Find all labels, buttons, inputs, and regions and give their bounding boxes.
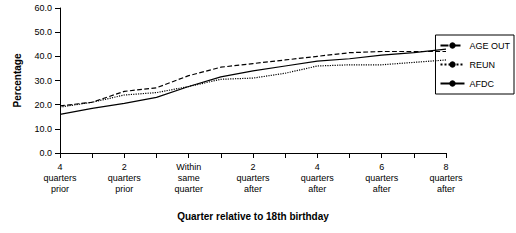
svg-text:8: 8 [443, 162, 448, 172]
svg-text:20.0: 20.0 [34, 100, 52, 110]
svg-text:after: after [244, 184, 262, 194]
svg-text:after: after [373, 184, 391, 194]
svg-text:REUN: REUN [469, 60, 495, 70]
svg-text:10.0: 10.0 [34, 124, 52, 134]
svg-text:Quarter relative to 18th birth: Quarter relative to 18th birthday [177, 211, 329, 222]
svg-text:prior: prior [51, 184, 69, 194]
svg-text:after: after [308, 184, 326, 194]
svg-text:after: after [437, 184, 455, 194]
svg-text:quarter: quarter [174, 184, 203, 194]
svg-text:quarters: quarters [43, 173, 77, 183]
svg-text:2: 2 [250, 162, 255, 172]
svg-text:4: 4 [315, 162, 320, 172]
svg-text:6: 6 [379, 162, 384, 172]
svg-text:prior: prior [115, 184, 133, 194]
svg-text:AFDC: AFDC [469, 79, 494, 89]
svg-text:Within: Within [176, 162, 201, 172]
svg-text:quarters: quarters [429, 173, 463, 183]
svg-text:4: 4 [57, 162, 62, 172]
svg-text:2: 2 [122, 162, 127, 172]
svg-text:50.0: 50.0 [34, 27, 52, 37]
svg-text:quarters: quarters [108, 173, 142, 183]
svg-text:quarters: quarters [365, 173, 399, 183]
svg-text:30.0: 30.0 [34, 76, 52, 86]
svg-text:quarters: quarters [236, 173, 270, 183]
svg-text:0.0: 0.0 [39, 148, 52, 158]
svg-text:40.0: 40.0 [34, 51, 52, 61]
svg-text:quarters: quarters [301, 173, 335, 183]
svg-text:60.0: 60.0 [34, 3, 52, 13]
svg-text:AGE OUT: AGE OUT [469, 41, 510, 51]
svg-text:Percentage: Percentage [12, 53, 23, 107]
svg-text:same: same [178, 173, 200, 183]
